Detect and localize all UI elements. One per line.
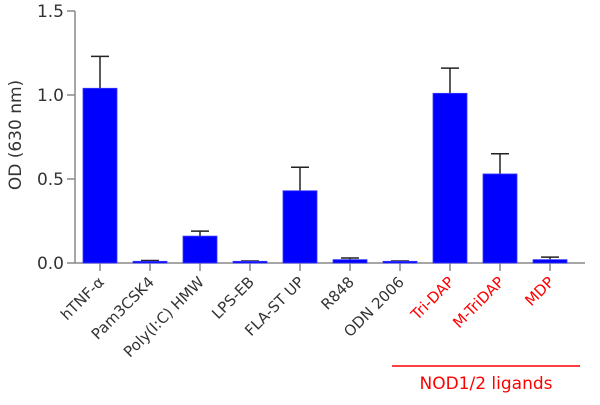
bar — [282, 190, 318, 264]
bar — [132, 260, 168, 264]
bar — [482, 173, 518, 264]
x-tick-label: R848 — [317, 273, 357, 313]
y-tick-label: 0.0 — [37, 254, 64, 274]
annotation-label: NOD1/2 ligands — [419, 374, 552, 394]
bar — [332, 259, 368, 264]
bar — [232, 260, 268, 264]
bar — [382, 260, 418, 264]
annotation-group: NOD1/2 ligands — [392, 365, 580, 394]
bar — [82, 87, 118, 264]
x-tick-label: M-TriDAP — [449, 273, 508, 332]
y-axis: 0.0 0.5 1.0 1.5 — [37, 2, 76, 274]
bar — [532, 259, 568, 264]
x-tick-label: hTNF-α — [57, 273, 108, 324]
y-axis-label: OD (630 nm) — [6, 80, 26, 190]
y-tick-label: 0.5 — [37, 170, 64, 190]
y-tick-label: 1.5 — [37, 2, 64, 22]
bars — [82, 55, 568, 264]
y-tick-label: 1.0 — [37, 86, 64, 106]
bar — [182, 235, 218, 264]
bar — [432, 92, 468, 264]
x-tick-label: MDP — [521, 273, 557, 309]
x-tick-label: LPS-EB — [208, 273, 258, 323]
x-tick-label: Tri-DAP — [407, 273, 458, 324]
